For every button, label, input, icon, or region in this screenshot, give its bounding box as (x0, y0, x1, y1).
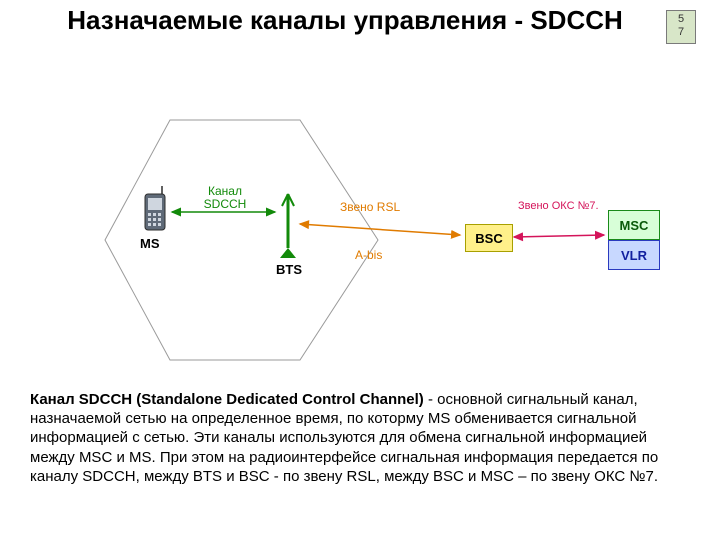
page-number-top: 5 (667, 13, 695, 26)
rsl-link-label: Звено RSL (340, 200, 400, 214)
ms-label: MS (140, 236, 160, 251)
network-diagram: MS BTS BSC MSC VLR Канал SDCCH Звено RSL… (0, 90, 720, 370)
bts-label: BTS (276, 262, 302, 277)
bsc-label: BSC (475, 231, 502, 246)
msc-label: MSC (620, 218, 649, 233)
msc-box: MSC (608, 210, 660, 240)
abis-link-label: A-bis (355, 248, 382, 262)
bts-antenna-icon (280, 194, 296, 258)
oks7-link-label: Звено ОКС №7. (518, 200, 599, 212)
sdcch-link-label: Канал SDCCH (190, 185, 260, 211)
bsc-box: BSC (465, 224, 513, 252)
vlr-label: VLR (621, 248, 647, 263)
page-number-bottom: 7 (667, 26, 695, 39)
link-rsl (300, 224, 460, 235)
ms-phone-icon (145, 186, 165, 230)
slide-title: Назначаемые каналы управления - SDCCH (60, 6, 630, 36)
vlr-box: VLR (608, 240, 660, 270)
link-oks7 (514, 235, 604, 237)
body-lead-bold: Канал SDCCH (Standalone Dedicated Contro… (30, 391, 424, 408)
page-number-badge: 5 7 (666, 10, 696, 44)
body-paragraph: Канал SDCCH (Standalone Dedicated Contro… (30, 390, 690, 486)
